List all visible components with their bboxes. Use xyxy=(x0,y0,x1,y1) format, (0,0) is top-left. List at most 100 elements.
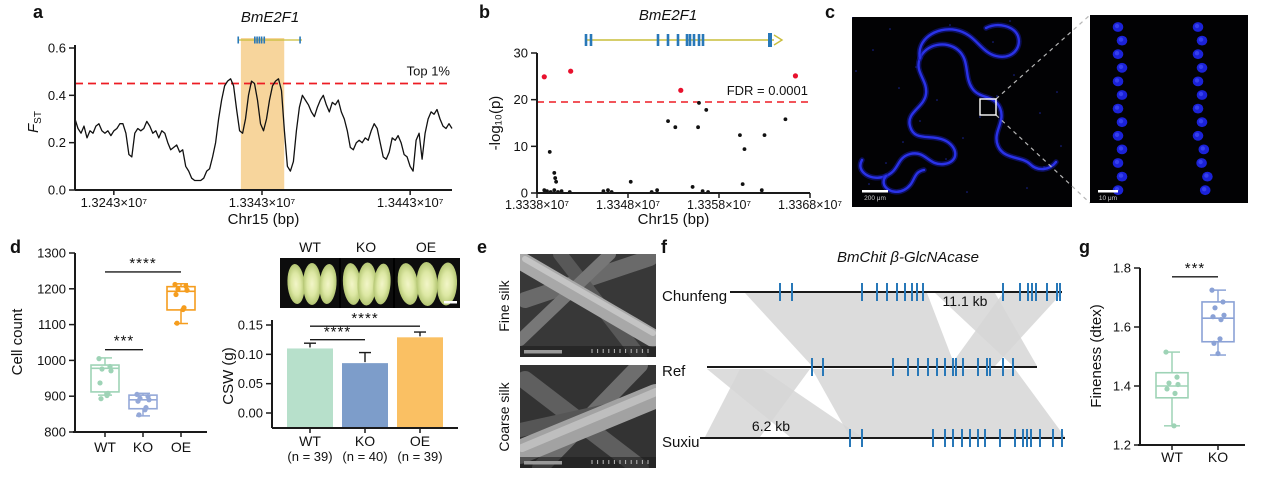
zoom-connector-bottom xyxy=(995,114,1091,204)
exon-tick xyxy=(256,36,258,44)
nucleus-core xyxy=(1202,187,1207,192)
nucleus-core xyxy=(1114,105,1120,110)
nucleus-core xyxy=(1198,37,1204,42)
x-tick-label: 1.3338×10⁷ xyxy=(505,198,569,212)
data-point xyxy=(172,281,178,288)
sem-coarse-content xyxy=(520,365,656,468)
data-point xyxy=(1172,390,1178,396)
nucleus-core xyxy=(1198,91,1204,97)
data-point xyxy=(1171,423,1177,429)
nucleus-core xyxy=(1194,105,1200,110)
gene-arrow xyxy=(773,34,784,46)
scatter-point-significant xyxy=(678,87,684,93)
exon-tick xyxy=(263,36,266,44)
speckle xyxy=(1009,20,1011,22)
x-category-label: KO xyxy=(133,439,153,455)
y-tick-label: 0.00 xyxy=(238,406,263,421)
data-point xyxy=(108,368,114,374)
data-point xyxy=(1218,317,1224,323)
speckle xyxy=(949,24,951,26)
y-tick-label: 0.10 xyxy=(238,347,263,362)
y-tick-label: 1000 xyxy=(37,353,66,368)
speckle xyxy=(996,95,998,97)
photo-group-label: KO xyxy=(356,239,376,255)
x-category-label: KO xyxy=(355,433,375,449)
y-tick-label: 0.6 xyxy=(48,41,66,56)
significance-stars: **** xyxy=(129,255,156,272)
exon-tick xyxy=(299,36,301,44)
x-category-label: WT xyxy=(1161,449,1183,465)
exon-tick xyxy=(258,36,261,44)
data-point xyxy=(1220,299,1226,305)
silk-gland xyxy=(918,24,1021,60)
x-category-label: WT xyxy=(94,439,116,455)
coarse-silk-label: Coarse silk xyxy=(496,381,512,451)
x-axis-label: Chr15 (bp) xyxy=(638,211,710,228)
exon-tick xyxy=(688,34,692,46)
panel-label-g: g xyxy=(1079,237,1090,257)
speckle xyxy=(1013,74,1015,76)
nucleus-core xyxy=(1114,159,1120,165)
data-point xyxy=(1217,336,1223,342)
cocoon xyxy=(319,264,337,304)
y-tick-label: 1.8 xyxy=(1113,261,1131,276)
data-point xyxy=(1221,312,1227,318)
micrograph-right-content xyxy=(1112,22,1213,196)
scatter-point-black xyxy=(552,171,557,175)
synteny-band xyxy=(705,369,810,437)
n-label: (n = 39) xyxy=(397,449,442,464)
gene-title: BmE2F1 xyxy=(639,7,697,24)
sem-caption-text-blur xyxy=(524,350,562,354)
nucleus-core xyxy=(1198,159,1203,165)
exon-tick xyxy=(697,34,701,46)
scatter-point-black xyxy=(738,133,742,138)
scatter-point-black xyxy=(666,119,670,124)
scatter-point-black xyxy=(696,125,700,130)
nucleus-core xyxy=(1118,37,1124,42)
x-category-label: KO xyxy=(1208,449,1228,465)
exon-tick xyxy=(692,34,696,46)
y-axis-label: Cell count xyxy=(9,308,26,376)
scatter-point-black xyxy=(673,125,678,130)
scale-bar xyxy=(862,190,888,193)
data-point xyxy=(1163,349,1169,355)
scale-bar xyxy=(444,301,457,304)
data-point xyxy=(104,392,110,399)
data-point xyxy=(173,291,179,298)
bar-oe xyxy=(397,337,443,428)
scatter-point-black xyxy=(783,117,788,122)
x-tick-label: 1.3443×10⁷ xyxy=(377,195,444,210)
y-tick-label: 1.6 xyxy=(1113,320,1131,335)
y-tick-label: 0.15 xyxy=(238,318,263,333)
y-tick-label: 1.4 xyxy=(1113,379,1131,394)
scale-bar-label: 10 μm xyxy=(1099,195,1117,202)
scatter-point-black xyxy=(554,179,559,184)
speckle xyxy=(919,120,921,122)
y-tick-label: 20 xyxy=(514,92,528,107)
sem-fine-content xyxy=(520,254,656,357)
data-point xyxy=(1215,350,1221,357)
sem-caption-text-blur xyxy=(524,461,562,465)
x-category-label: OE xyxy=(171,439,191,455)
fst-curve xyxy=(74,78,453,182)
exon-tick xyxy=(237,36,240,44)
data-point xyxy=(134,391,140,398)
cocoon xyxy=(397,263,419,305)
data-point xyxy=(180,306,186,313)
data-point xyxy=(1209,287,1215,293)
x-tick-label: 1.3243×10⁷ xyxy=(81,195,148,210)
data-point xyxy=(1164,386,1170,392)
x-tick-label: 1.3368×10⁷ xyxy=(778,198,842,212)
x-tick-label: 1.3348×10⁷ xyxy=(596,198,660,212)
data-point xyxy=(175,286,181,292)
significance-stars: *** xyxy=(1185,260,1206,277)
bar-wt xyxy=(287,348,333,428)
top1-label: Top 1% xyxy=(407,64,451,79)
scatter-point-black xyxy=(606,188,610,193)
nucleus-core xyxy=(1194,132,1200,137)
y-tick-label: 0.2 xyxy=(48,135,66,150)
data-point xyxy=(1210,314,1216,320)
box-rect xyxy=(128,394,158,410)
silk-gland xyxy=(859,43,1058,179)
exon-tick xyxy=(676,34,680,46)
